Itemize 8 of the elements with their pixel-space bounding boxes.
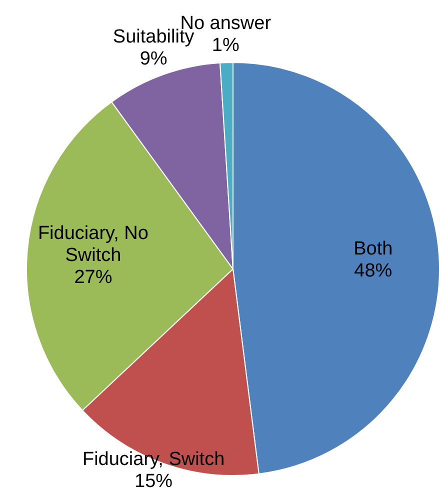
slice-label: Fiduciary, Switch [82, 449, 225, 470]
slice-label: Fiduciary, No Switch [38, 223, 148, 266]
slice-label: Both [354, 238, 393, 260]
data-label: 27% [74, 267, 112, 288]
data-label: 48% [354, 260, 392, 282]
data-label: 1% [212, 34, 240, 56]
data-label: 15% [134, 471, 173, 492]
data-label: 9% [140, 48, 168, 70]
